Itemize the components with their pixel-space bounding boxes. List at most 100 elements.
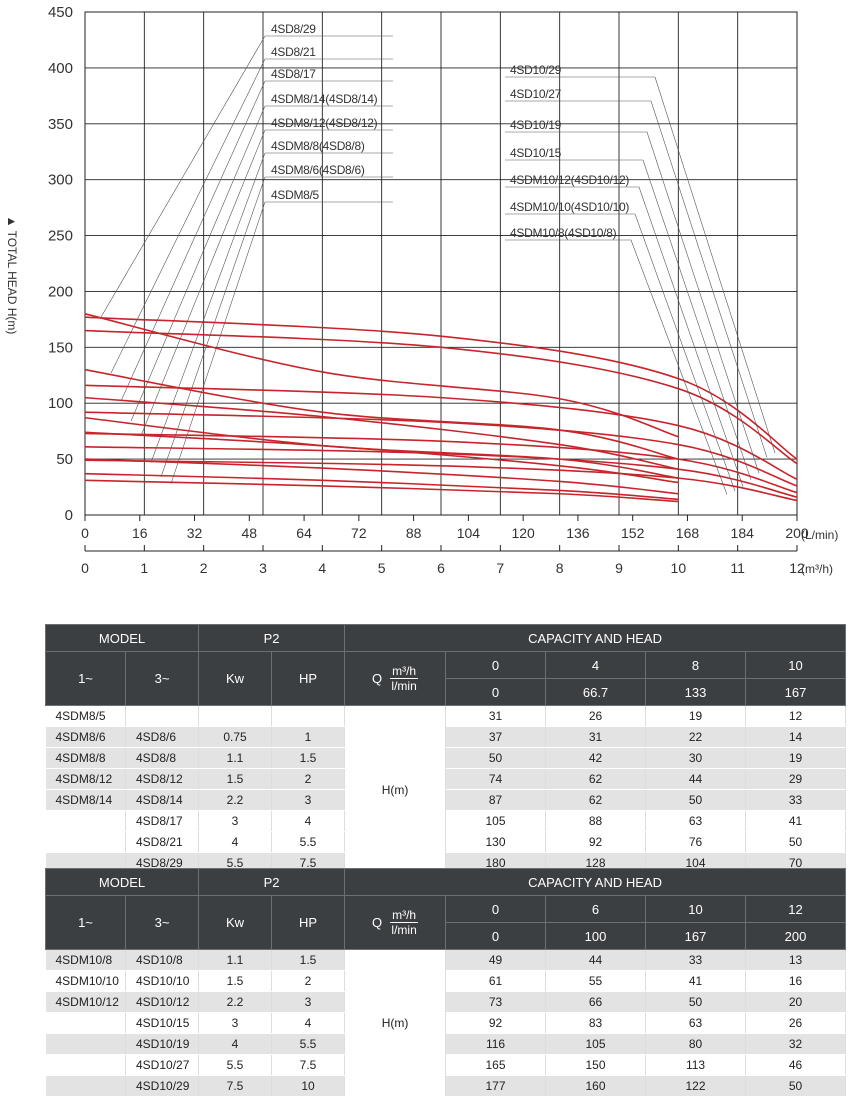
flow-lmin-cell: 133 (645, 678, 747, 706)
model-1ph-cell (45, 1075, 126, 1097)
curve-4sd8 (84, 416, 679, 479)
model-1ph-cell (45, 1054, 126, 1076)
head-value-cell: 73 (445, 991, 547, 1013)
hp-cell: 2 (271, 768, 346, 790)
head-value-cell: 87 (445, 789, 547, 811)
x-tick-label-lmin: 16 (132, 525, 148, 541)
head-value-cell: 113 (645, 1054, 747, 1076)
x-tick-label-lmin: 136 (566, 525, 590, 541)
hp-cell: 4 (271, 810, 346, 832)
table-row: 4SDM8/14 4SD8/14 2.2 3 87 62 50 33 (45, 789, 847, 811)
q-symbol: Q (371, 915, 383, 930)
table-row: 4SD8/21 4 5.5 130 92 76 50 (45, 831, 847, 853)
model-1ph-cell (45, 831, 126, 853)
series-label-4sd8: 4SDM8/5 (271, 188, 320, 202)
kw-cell: 4 (198, 1033, 273, 1055)
head-value-cell: 50 (745, 831, 847, 853)
head-value-cell: 76 (645, 831, 747, 853)
model-3ph-cell: 4SD8/12 (125, 768, 200, 790)
series-label-4sd10: 4SD10/19 (510, 118, 562, 132)
leader-line (630, 239, 728, 495)
head-value-cell: 61 (445, 970, 547, 992)
series-label-4sd8: 4SDM8/12(4SD8/12) (271, 116, 378, 130)
x-tick-label-lmin: 184 (731, 525, 755, 541)
table-row: 4SDM8/6 4SD8/6 0.75 1 37 31 22 14 (45, 726, 847, 748)
table-row: 4SDM8/5 H(m) 31 26 19 12 (45, 705, 847, 874)
model-1ph-cell: 4SDM10/10 (45, 970, 126, 992)
series-label-4sd10: 4SD10/27 (510, 87, 562, 101)
y-tick-label: 0 (65, 507, 73, 524)
head-value-cell: 42 (545, 747, 647, 769)
head-value-cell: 26 (745, 1012, 847, 1034)
x-tick-label-m3h: 12 (789, 560, 805, 576)
head-value-cell: 177 (445, 1075, 547, 1097)
head-unit-cell: H(m) (344, 949, 447, 1097)
hp-cell: 1.5 (271, 747, 346, 769)
header-p2: P2 (198, 868, 346, 896)
head-value-cell: 105 (445, 810, 547, 832)
q-symbol: Q (371, 671, 383, 686)
model-1ph-cell (45, 1033, 126, 1055)
curve-4sd10 (84, 384, 798, 480)
head-value-cell: 50 (645, 991, 747, 1013)
kw-cell: 2.2 (198, 991, 273, 1013)
flow-m3h-cell: 0 (445, 895, 547, 923)
head-value-cell: 44 (645, 768, 747, 790)
head-value-cell: 20 (745, 991, 847, 1013)
series-label-4sd10: 4SDM10/12(4SD10/12) (510, 173, 629, 187)
q-unit-lmin: l/min (391, 679, 417, 693)
kw-cell: 4 (198, 831, 273, 853)
curve-4sd10 (84, 411, 798, 487)
leader-line (646, 131, 760, 474)
series-label-4sd8: 4SD8/17 (271, 67, 316, 81)
head-value-cell: 19 (745, 747, 847, 769)
header-capacity-head: CAPACITY AND HEAD (344, 624, 847, 652)
model-3ph-cell: 4SD10/15 (125, 1012, 200, 1034)
hp-cell: 7.5 (271, 1054, 346, 1076)
series-label-4sd10: 4SDM10/8(4SD10/8) (510, 226, 617, 240)
y-tick-label: 250 (48, 228, 73, 245)
y-axis-label: ▲ TOTAL HEAD H(m) (5, 215, 19, 335)
curve-4sd10 (84, 316, 798, 460)
flow-m3h-cell: 4 (545, 651, 647, 679)
model-1ph-cell: 4SDM8/6 (45, 726, 126, 748)
head-value-cell: 41 (645, 970, 747, 992)
model-1ph-cell: 4SDM10/12 (45, 991, 126, 1013)
series-label-4sd8: 4SDM8/14(4SD8/14) (271, 92, 378, 106)
header-single-phase: 1~ (45, 895, 126, 950)
head-value-cell: 122 (645, 1075, 747, 1097)
series-label-4sd8: 4SDM8/6(4SD8/6) (271, 163, 365, 177)
kw-cell: 1.5 (198, 768, 273, 790)
kw-cell: 3 (198, 1012, 273, 1034)
head-value-cell: 83 (545, 1012, 647, 1034)
curve-4sd8 (84, 396, 679, 470)
curve-4sd10 (84, 329, 798, 465)
header-single-phase: 1~ (45, 651, 126, 706)
flow-m3h-cell: 12 (745, 895, 847, 923)
series-label-4sd8: 4SD8/29 (271, 22, 316, 36)
table-row: 4SDM8/8 4SD8/8 1.1 1.5 50 42 30 19 (45, 747, 847, 769)
head-value-cell: 16 (745, 970, 847, 992)
head-value-cell: 50 (745, 1075, 847, 1097)
head-value-cell: 19 (645, 705, 747, 727)
curve-4sd8 (84, 479, 679, 503)
header-capacity-head: CAPACITY AND HEAD (344, 868, 847, 896)
x-tick-label-m3h: 7 (496, 560, 504, 576)
leader-line (160, 176, 266, 478)
head-value-cell: 30 (645, 747, 747, 769)
model-3ph-cell (125, 705, 200, 727)
head-value-cell: 105 (545, 1033, 647, 1055)
head-value-cell: 13 (745, 949, 847, 971)
hp-cell: 5.5 (271, 831, 346, 853)
model-3ph-cell: 4SD10/12 (125, 991, 200, 1013)
x-tick-label-m3h: 10 (671, 560, 687, 576)
x-tick-label-lmin: 88 (406, 525, 422, 541)
header-hp: HP (271, 651, 346, 706)
head-value-cell: 33 (645, 949, 747, 971)
hp-cell: 1.5 (271, 949, 346, 971)
head-value-cell: 41 (745, 810, 847, 832)
head-value-cell: 55 (545, 970, 647, 992)
leader-line (120, 80, 266, 402)
head-value-cell: 92 (545, 831, 647, 853)
